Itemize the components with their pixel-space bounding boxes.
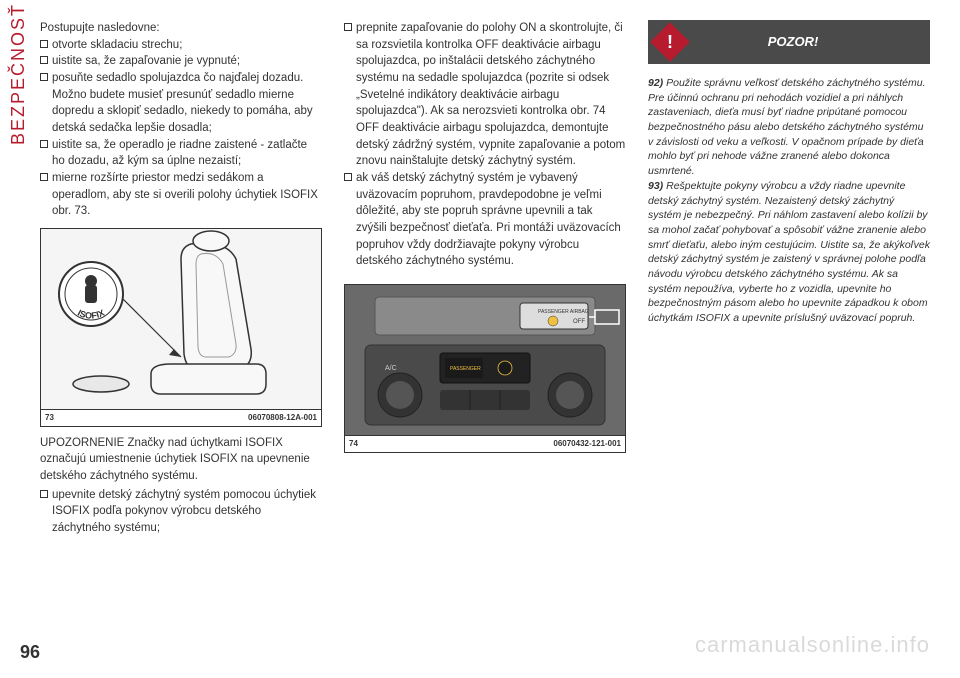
bullet-icon: [40, 40, 48, 48]
content-area: Postupujte nasledovne: otvorte skladaciu…: [40, 20, 930, 658]
figure-caption: 74 06070432-121-001: [345, 435, 625, 452]
section-title: BEZPEČNOSŤ: [8, 3, 29, 145]
sidebar: BEZPEČNOSŤ: [0, 20, 40, 658]
bullet-icon: [40, 490, 48, 498]
list-item-text: posuňte sedadlo spolujazdca čo najďalej …: [52, 70, 322, 137]
intro-text: Postupujte nasledovne:: [40, 20, 322, 37]
list-item-text: otvorte skladaciu strechu;: [52, 37, 182, 54]
seat-svg: ISOFIX: [41, 229, 321, 409]
notice-text: UPOZORNENIE Značky nad úchytkami ISOFIX …: [40, 435, 322, 485]
page-number: 96: [20, 642, 40, 663]
list-item-text: mierne rozšírte priestor medzi sedákom a…: [52, 170, 322, 220]
airbag-label: PASSENGER AIRBAG: [538, 309, 589, 315]
warning-text: 93) Rešpektujte pokyny výrobcu a vždy ri…: [648, 179, 930, 326]
figure-number: 74: [349, 438, 358, 450]
list-item-text: upevnite detský záchytný systém pomocou …: [52, 487, 322, 537]
list-item: ak váš detský záchytný systém je vybaven…: [344, 170, 626, 270]
warning-number: 93): [648, 180, 663, 192]
list-item-text: ak váš detský záchytný systém je vybaven…: [356, 170, 626, 270]
warning-header: ! POZOR!: [648, 20, 930, 64]
bullet-icon: [40, 173, 48, 181]
figure-caption: 73 06070808-12A-001: [41, 409, 321, 426]
dash-svg: PASSENGER AIRBAG OFF PASSENGER: [345, 285, 625, 435]
figure-code: 06070432-121-001: [553, 438, 621, 450]
figure-number: 73: [45, 412, 54, 424]
list-item: upevnite detský záchytný systém pomocou …: [40, 487, 322, 537]
figure-73: ISOFIX 73 06070808-12A-001: [40, 228, 322, 427]
figure-74: PASSENGER AIRBAG OFF PASSENGER: [344, 284, 626, 453]
off-label: OFF: [573, 319, 585, 325]
bullet-icon: [344, 23, 352, 31]
warning-body: Použite správnu veľkosť detského záchytn…: [648, 77, 926, 177]
warning-icon: !: [650, 22, 690, 62]
warning-body: Rešpektujte pokyny výrobcu a vždy riadne…: [648, 180, 930, 324]
figure-code: 06070808-12A-001: [248, 412, 317, 424]
manual-page: BEZPEČNOSŤ Postupujte nasledovne: otvort…: [0, 0, 960, 678]
column-1: Postupujte nasledovne: otvorte skladaciu…: [40, 20, 322, 658]
list-item-text: uistite sa, že operadlo je riadne zaiste…: [52, 137, 322, 170]
bullet-icon: [344, 173, 352, 181]
warning-text: 92) Použite správnu veľkosť detského zác…: [648, 76, 930, 179]
warning-number: 92): [648, 77, 663, 89]
warning-title: POZOR!: [694, 33, 922, 52]
list-item: otvorte skladaciu strechu;: [40, 37, 322, 54]
bullet-icon: [40, 56, 48, 64]
exclamation-icon: !: [667, 29, 673, 55]
list-item: uistite sa, že operadlo je riadne zaiste…: [40, 137, 322, 170]
bullet-icon: [40, 140, 48, 148]
list-item: mierne rozšírte priestor medzi sedákom a…: [40, 170, 322, 220]
seat-illustration: ISOFIX: [41, 229, 321, 409]
bullet-icon: [40, 73, 48, 81]
ac-label: A/C: [385, 365, 397, 372]
list-item: uistite sa, že zapaľovanie je vypnuté;: [40, 53, 322, 70]
list-item-text: prepnite zapaľovanie do polohy ON a skon…: [356, 20, 626, 170]
list-item-text: uistite sa, že zapaľovanie je vypnuté;: [52, 53, 240, 70]
watermark: carmanualsonline.info: [695, 632, 930, 658]
svg-text:PASSENGER: PASSENGER: [450, 366, 481, 372]
column-3: ! POZOR! 92) Použite správnu veľkosť det…: [648, 20, 930, 658]
dashboard-illustration: PASSENGER AIRBAG OFF PASSENGER: [345, 285, 625, 435]
list-item: posuňte sedadlo spolujazdca čo najďalej …: [40, 70, 322, 137]
list-item: prepnite zapaľovanie do polohy ON a skon…: [344, 20, 626, 170]
column-2: prepnite zapaľovanie do polohy ON a skon…: [344, 20, 626, 658]
